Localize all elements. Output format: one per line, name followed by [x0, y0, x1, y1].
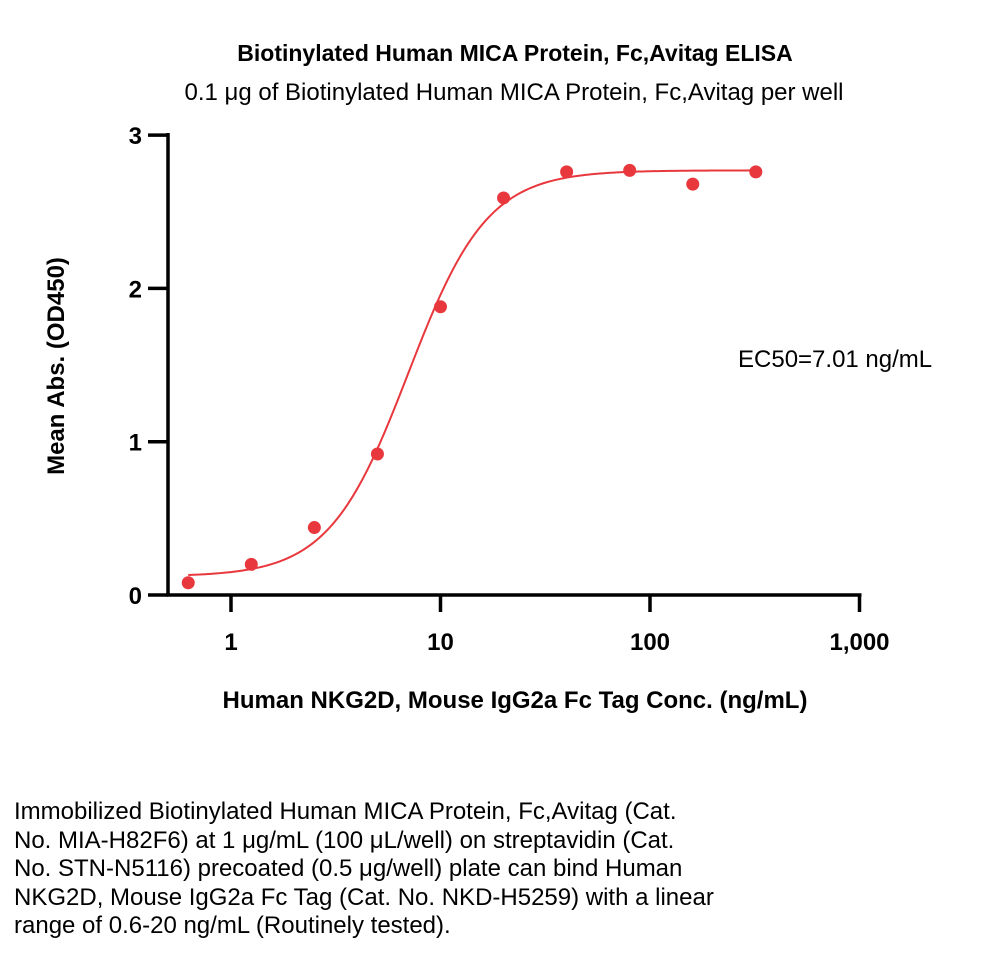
data-points: [181, 163, 763, 590]
data-point: [181, 576, 195, 590]
y-tick-label: 2: [129, 276, 142, 303]
chart-title: Biotinylated Human MICA Protein, Fc,Avit…: [237, 40, 792, 66]
elisa-chart: Biotinylated Human MICA Protein, Fc,Avit…: [43, 40, 932, 714]
caption-line: No. STN-N5116) precoated (0.5 μg/well) p…: [14, 855, 683, 882]
data-point: [749, 165, 763, 179]
fit-curve-layer: [188, 169, 756, 577]
x-tick-label: 10: [427, 629, 454, 656]
x-tick-label: 1,000: [829, 629, 889, 656]
data-point: [560, 165, 574, 179]
y-tick-label: 3: [129, 123, 142, 150]
caption-line: NKG2D, Mouse IgG2a Fc Tag (Cat. No. NKD-…: [14, 883, 714, 911]
caption-line: Immobilized Biotinylated Human MICA Prot…: [14, 798, 677, 825]
y-tick-label: 0: [129, 583, 142, 610]
x-tick-label: 1: [224, 629, 237, 656]
y-axis-label: Mean Abs. (OD450): [43, 257, 70, 475]
axes: 0 1 2 3 1 10 100 1,000: [129, 123, 890, 656]
data-point: [497, 191, 511, 205]
data-point: [244, 557, 258, 571]
data-point: [686, 177, 700, 191]
chart-subtitle: 0.1 μg of Biotinylated Human MICA Protei…: [184, 79, 843, 106]
data-point: [434, 300, 447, 314]
y-tick-label: 1: [129, 430, 142, 457]
ec50-annotation: EC50=7.01 ng/mL: [738, 346, 932, 373]
caption-line: No. MIA-H82F6) at 1 μg/mL (100 μL/well) …: [14, 826, 675, 854]
data-point: [307, 521, 321, 535]
data-point: [370, 447, 384, 461]
data-point: [623, 163, 637, 177]
figure-caption: Immobilized Biotinylated Human MICA Prot…: [14, 798, 954, 941]
caption-line: range of 0.6-20 ng/mL (Routinely tested)…: [14, 912, 451, 939]
x-axis-label: Human NKG2D, Mouse IgG2a Fc Tag Conc. (n…: [223, 687, 808, 714]
fit-curve: [188, 169, 756, 577]
x-tick-label: 100: [630, 629, 670, 656]
